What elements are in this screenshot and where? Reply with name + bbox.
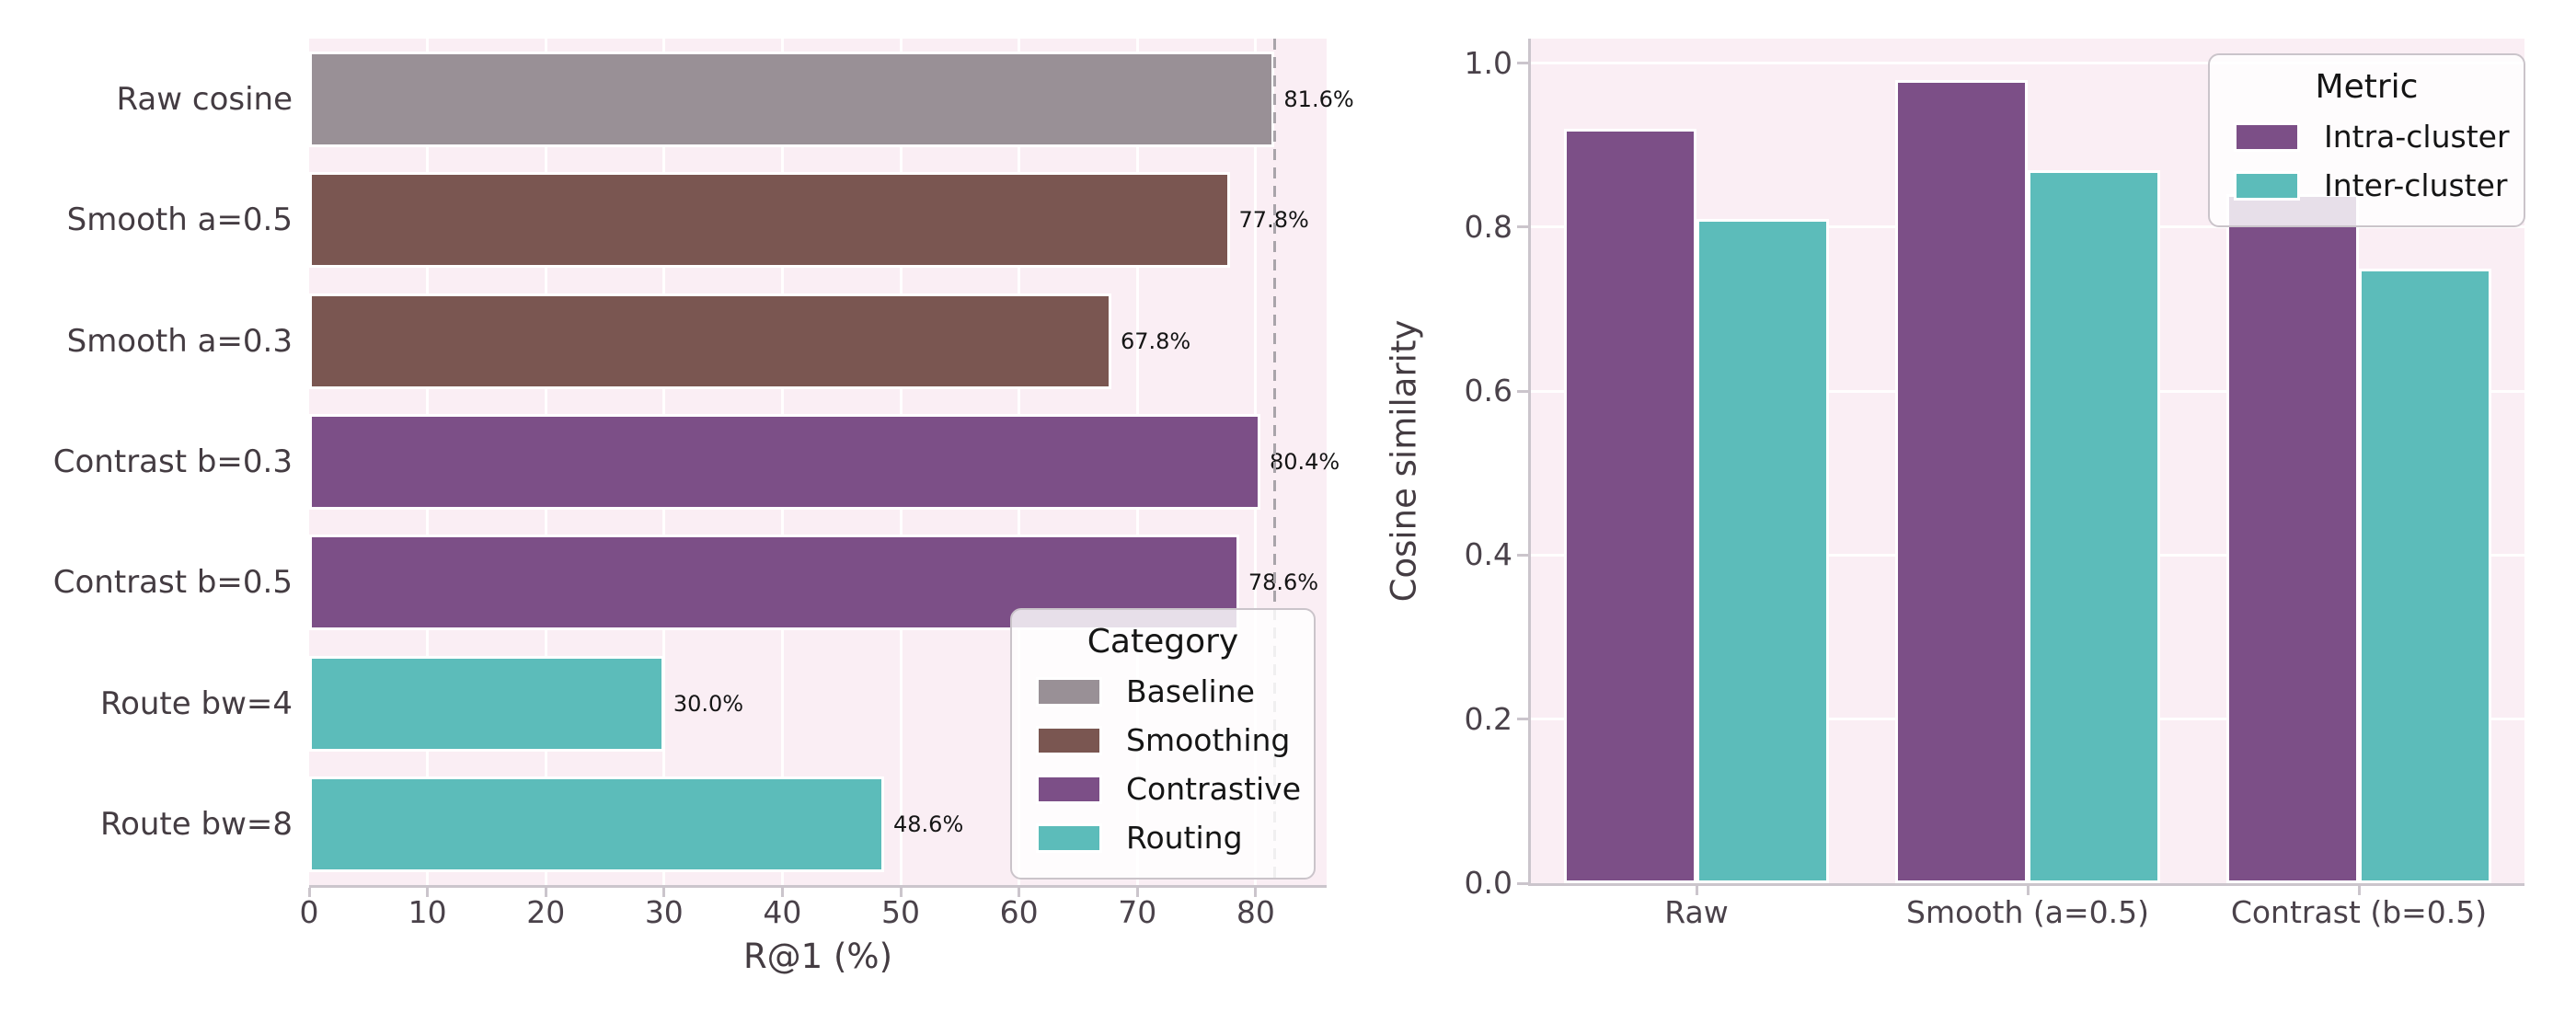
intra-cluster-swatch-icon: [2234, 121, 2300, 152]
bar-contrast-b-0-3: [309, 414, 1260, 510]
bar-raw-inter-cluster: [1696, 219, 1829, 883]
inter-cluster-swatch-icon: [2234, 170, 2300, 201]
x-tick-label: 50: [881, 894, 921, 930]
y-tick-mark: [1517, 718, 1528, 721]
y-category-label: Route bw=8: [99, 806, 293, 844]
legend-item-label: Intra-cluster: [2324, 119, 2510, 155]
bar-value-label: 80.4%: [1269, 449, 1340, 475]
x-tick-mark: [1135, 888, 1139, 897]
x-tick-mark: [2026, 886, 2030, 895]
x-tick-mark: [780, 888, 784, 897]
left-x-axis-title: R@1 (%): [742, 937, 893, 976]
x-tick-label: 0: [299, 894, 319, 930]
y-tick-label: 0.2: [1464, 700, 1512, 737]
bar-route-bw-8: [309, 776, 885, 873]
x-tick-label: 10: [408, 894, 447, 930]
x-tick-mark: [899, 888, 903, 897]
x-tick-label: 40: [763, 894, 802, 930]
y-category-label: Smooth a=0.3: [66, 322, 293, 360]
x-tick-label: 20: [526, 894, 566, 930]
x-tick-mark: [544, 888, 547, 897]
legend-item-intra-cluster: Intra-cluster: [2234, 119, 2510, 155]
y-gridline: [1531, 62, 2524, 65]
x-tick-label: 70: [1118, 894, 1157, 930]
baseline-swatch-icon: [1036, 676, 1102, 707]
smoothing-swatch-icon: [1036, 725, 1102, 755]
baseline-dashed-line: [1272, 39, 1276, 885]
y-tick-label: 0.6: [1464, 373, 1512, 409]
y-tick-label: 0.4: [1464, 536, 1512, 573]
legend-item-label: Inter-cluster: [2324, 167, 2508, 203]
y-tick-mark: [1517, 389, 1528, 393]
y-category-label: Contrast b=0.3: [52, 443, 293, 480]
y-tick-label: 1.0: [1464, 44, 1512, 81]
x-tick-label: 60: [999, 894, 1039, 930]
bar-value-label: 81.6%: [1283, 86, 1354, 112]
x-tick-mark: [1254, 888, 1258, 897]
bar-smooth-a-0-3: [309, 293, 1111, 389]
x-tick-mark: [307, 888, 311, 897]
x-tick-mark: [2357, 886, 2361, 895]
x-tick-mark: [1018, 888, 1021, 897]
bar-value-label: 48.6%: [893, 811, 964, 838]
right-chart-bottom-spine: [1531, 883, 2524, 886]
bar-contrast-b-0-5-inter-cluster: [2359, 268, 2491, 883]
bar-smooth-a-0-5: [309, 172, 1230, 269]
bar-smooth-a-0-5-intra-cluster: [1895, 79, 2028, 883]
legend-item-label: Baseline: [1126, 673, 1255, 709]
bar-raw-cosine: [309, 51, 1275, 147]
bar-raw-intra-cluster: [1564, 129, 1696, 883]
y-category-label: Route bw=4: [99, 684, 293, 722]
x-category-label: Raw: [1664, 894, 1729, 930]
left-chart-bottom-spine: [309, 885, 1327, 888]
y-tick-mark: [1517, 62, 1528, 65]
bar-route-bw-4: [309, 655, 664, 752]
metric-legend: Metric Intra-cluster Inter-cluster: [2208, 53, 2525, 227]
bar-value-label: 30.0%: [673, 690, 744, 717]
x-category-label: Contrast (b=0.5): [2230, 894, 2488, 930]
category-legend: Category Baseline Smoothing Contrastive Rout…: [1010, 608, 1316, 880]
legend-item-smoothing: Smoothing: [1036, 722, 1297, 758]
routing-swatch-icon: [1036, 822, 1102, 853]
legend-item-routing: Routing: [1036, 820, 1297, 856]
x-tick-mark: [662, 888, 666, 897]
contrastive-swatch-icon: [1036, 774, 1102, 804]
x-tick-mark: [1695, 886, 1698, 895]
y-tick-mark: [1517, 225, 1528, 229]
bar-smooth-a-0-5-inter-cluster: [2028, 169, 2160, 883]
x-tick-label: 30: [644, 894, 684, 930]
legend-item-label: Smoothing: [1126, 722, 1291, 758]
y-tick-mark: [1517, 881, 1528, 885]
y-category-label: Smooth a=0.5: [66, 201, 293, 239]
category-legend-title: Category: [1087, 623, 1239, 661]
legend-item-baseline: Baseline: [1036, 673, 1297, 709]
right-chart-left-spine: [1528, 39, 1531, 886]
y-tick-mark: [1517, 553, 1528, 557]
y-category-label: Contrast b=0.5: [52, 564, 293, 602]
bar-contrast-b-0-5-intra-cluster: [2226, 194, 2359, 883]
legend-item-label: Contrastive: [1126, 771, 1302, 807]
metric-legend-title: Metric: [2315, 68, 2419, 106]
x-category-label: Smooth (a=0.5): [1906, 894, 2149, 930]
y-tick-label: 0.8: [1464, 208, 1512, 245]
legend-item-contrastive: Contrastive: [1036, 771, 1301, 807]
y-tick-label: 0.0: [1464, 865, 1512, 901]
bar-value-label: 78.6%: [1248, 569, 1319, 596]
legend-item-inter-cluster: Inter-cluster: [2234, 167, 2507, 203]
bar-value-label: 67.8%: [1120, 328, 1191, 354]
legend-item-label: Routing: [1126, 820, 1243, 856]
x-tick-mark: [426, 888, 430, 897]
x-tick-label: 80: [1236, 894, 1275, 930]
y-category-label: Raw cosine: [116, 80, 293, 118]
